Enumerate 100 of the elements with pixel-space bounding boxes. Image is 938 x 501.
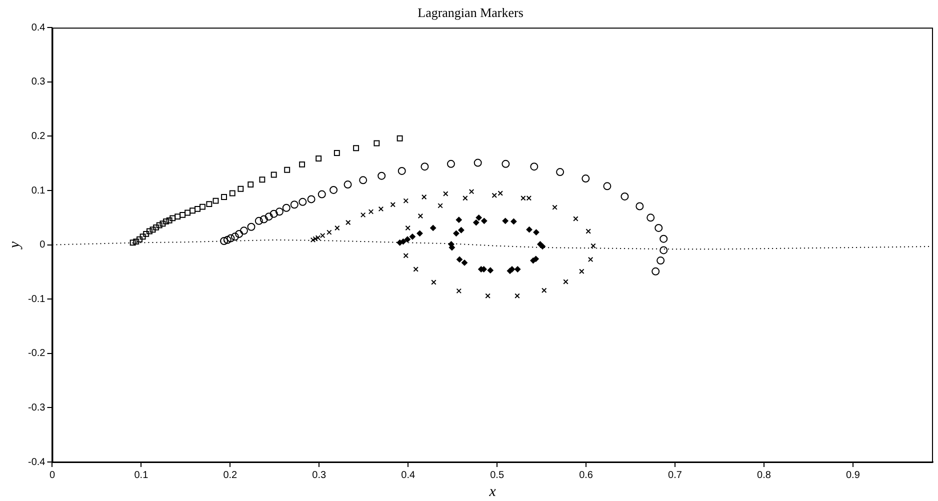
point xyxy=(344,180,352,189)
point xyxy=(481,218,488,224)
point xyxy=(334,150,340,156)
point xyxy=(260,215,268,224)
point xyxy=(259,176,266,183)
point xyxy=(474,158,482,167)
point xyxy=(492,192,498,198)
point xyxy=(174,214,181,220)
point xyxy=(552,204,558,210)
point xyxy=(603,182,612,190)
point xyxy=(160,220,166,227)
point xyxy=(235,230,244,238)
point xyxy=(473,220,480,226)
point xyxy=(316,155,322,162)
point xyxy=(636,202,644,210)
point xyxy=(586,228,591,234)
point xyxy=(420,162,429,171)
point xyxy=(646,214,655,222)
point xyxy=(170,215,176,222)
point xyxy=(660,246,668,254)
x-tick-label: 0.1 xyxy=(134,470,149,481)
point xyxy=(620,192,629,200)
point xyxy=(563,279,568,284)
point xyxy=(405,225,410,231)
point xyxy=(346,220,351,226)
point xyxy=(540,243,546,250)
point xyxy=(143,230,150,237)
point xyxy=(485,293,490,298)
y-tick-label: -0.1 xyxy=(28,294,46,305)
point xyxy=(462,260,468,266)
point xyxy=(418,213,424,219)
point xyxy=(590,243,596,249)
y-tick-label: 0.3 xyxy=(31,76,46,88)
point xyxy=(360,212,366,218)
point xyxy=(270,210,278,218)
y-tick-label: -0.4 xyxy=(28,456,46,468)
point xyxy=(409,234,416,240)
x-tick-label: 0.7 xyxy=(668,470,682,481)
point xyxy=(656,256,665,265)
y-tick-label: -0.3 xyxy=(28,402,46,414)
point xyxy=(456,256,463,262)
x-axis-title: x xyxy=(488,484,496,500)
point xyxy=(130,240,136,246)
point xyxy=(443,191,448,196)
y-tick-label: 0.2 xyxy=(31,130,46,142)
point xyxy=(398,166,406,175)
point xyxy=(284,166,290,173)
point xyxy=(468,188,474,194)
point xyxy=(498,190,503,196)
point xyxy=(476,214,482,221)
point xyxy=(403,253,408,258)
point xyxy=(270,172,277,178)
point xyxy=(334,225,340,231)
point xyxy=(403,198,408,204)
point xyxy=(502,160,510,168)
point xyxy=(194,206,200,212)
point xyxy=(326,230,332,235)
point xyxy=(146,228,152,234)
point xyxy=(654,224,663,232)
point xyxy=(526,226,532,233)
point xyxy=(200,204,206,210)
y-tick-label: 0.1 xyxy=(31,185,46,196)
point xyxy=(378,206,384,212)
point xyxy=(514,293,520,298)
chart-title: Lagrangian Markers xyxy=(418,5,524,20)
point xyxy=(240,226,248,235)
point xyxy=(298,198,307,206)
point xyxy=(368,209,374,214)
point xyxy=(166,217,172,224)
point xyxy=(230,232,239,241)
point xyxy=(275,208,284,216)
x-tick-label: 0.8 xyxy=(757,470,772,481)
point xyxy=(315,235,321,240)
point xyxy=(312,236,318,242)
x-tick-label: 0.2 xyxy=(223,470,238,481)
point xyxy=(248,182,254,188)
point xyxy=(421,194,427,200)
y-tick-label: 0.4 xyxy=(31,22,46,34)
point xyxy=(212,198,219,204)
point xyxy=(660,234,668,243)
point xyxy=(438,203,443,208)
point xyxy=(431,280,436,285)
point xyxy=(140,234,146,240)
point xyxy=(456,288,462,294)
point xyxy=(520,195,526,201)
point xyxy=(453,230,460,236)
point xyxy=(136,236,142,242)
point xyxy=(220,237,228,245)
point xyxy=(206,201,212,208)
point xyxy=(446,160,455,168)
point xyxy=(374,140,380,146)
point xyxy=(390,202,396,208)
point xyxy=(573,216,578,222)
point xyxy=(163,218,169,224)
point xyxy=(502,218,508,224)
point xyxy=(254,216,263,225)
x-tick-label: 0 xyxy=(49,470,56,481)
point xyxy=(330,186,338,194)
point xyxy=(290,200,298,209)
point xyxy=(416,230,423,236)
